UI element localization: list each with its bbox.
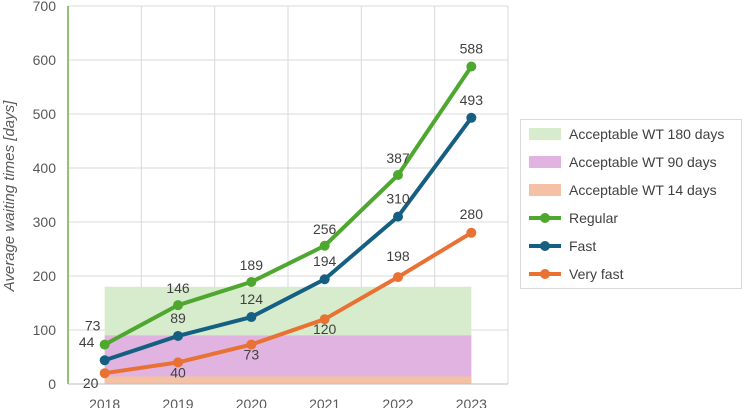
x-tick-label: 2020 [236,396,267,408]
y-tick-label: 400 [33,160,57,176]
legend-swatch-box [529,128,561,140]
data-point-regular [246,276,257,287]
y-tick-label: 300 [33,214,57,230]
legend-label: Acceptable WT 180 days [569,126,725,142]
data-label-fast: 493 [460,92,484,108]
acceptable-bands [104,286,472,384]
legend-item-fast: Fast [529,236,596,256]
legend-swatch-dot [540,241,550,251]
data-label-fast: 89 [170,310,186,326]
data-point-regular [393,170,403,181]
data-label-regular: 588 [460,40,484,56]
data-point-very-fast [466,227,477,238]
data-label-very-fast: 198 [386,248,410,264]
x-tick-label: 2022 [382,396,413,408]
series-line-very-fast [102,230,474,376]
data-label-regular: 387 [386,150,410,166]
data-label-fast: 44 [79,334,95,350]
data-point-regular [466,61,477,72]
legend-swatch-box [529,156,561,168]
data-point-very-fast [393,272,403,283]
data-label-regular: 256 [313,221,337,237]
data-label-very-fast: 280 [460,206,484,222]
legend-label: Acceptable WT 14 days [569,182,717,198]
series-line-regular [102,64,474,347]
legend-item-acceptable-wt-14-days: Acceptable WT 14 days [529,180,717,200]
data-point-fast [246,312,257,323]
legend-label: Very fast [569,266,624,282]
data-labels: 73 146 189 256 387 588 44 89 124 194 310 493 20 40 73 1… [79,40,483,391]
data-label-very-fast: 73 [244,347,260,363]
legend-item-acceptable-wt-180-days: Acceptable WT 180 days [529,124,724,144]
legend-swatch-box [529,184,561,196]
data-point-fast [173,330,183,341]
legend-swatch-line [529,268,561,280]
y-tick-label: 100 [33,322,57,338]
band-acceptable-wt-90-days [104,335,472,384]
data-label-regular: 146 [166,280,190,296]
data-label-very-fast: 120 [313,321,337,337]
data-point-very-fast [319,314,330,325]
legend-item-acceptable-wt-90-days: Acceptable WT 90 days [529,152,717,172]
data-label-regular: 73 [85,318,101,334]
legend-swatch-line [529,240,561,252]
data-point-fast [466,112,477,123]
data-label-fast: 124 [240,291,264,307]
y-axis-title: Average waiting times [days] [1,100,18,292]
x-tick-label: 2019 [162,396,193,408]
legend-label: Regular [569,210,619,226]
data-point-fast [393,211,403,222]
data-label-regular: 189 [240,257,264,273]
data-label-fast: 310 [386,191,410,207]
legend-swatch-dot [540,269,550,279]
chart-legend: Acceptable WT 180 days Acceptable WT 90 d… [520,119,742,289]
x-tick-label: 2018 [89,396,120,408]
data-point-fast [319,274,330,285]
series-lines [99,61,477,379]
legend-swatch-dot [540,213,550,223]
x-tick-label: 2023 [456,396,487,408]
legend-item-regular: Regular [529,208,618,228]
y-tick-label: 200 [33,268,57,284]
data-point-very-fast [99,368,110,379]
data-point-regular [319,240,330,251]
legend-swatch-line [529,212,561,224]
data-point-very-fast [246,339,257,350]
series-line-fast [102,115,474,363]
legend-label: Fast [569,238,597,254]
y-tick-label: 700 [33,0,57,14]
axes: 0 100 200 300 400 500 600 700 2018 2019 2020 2021 20… [33,0,508,408]
band-acceptable-wt-14-days [104,376,472,384]
y-tick-label: 600 [33,52,57,68]
y-tick-label: 500 [33,106,57,122]
x-tick-label: 2021 [309,396,340,408]
data-point-very-fast [173,357,183,368]
data-label-very-fast: 20 [83,375,99,391]
data-point-regular [173,300,183,311]
data-point-regular [99,339,110,350]
y-tick-label: 0 [48,376,56,392]
data-label-fast: 194 [313,253,337,269]
data-label-very-fast: 40 [170,364,186,380]
legend-item-very-fast: Very fast [529,264,623,284]
legend-label: Acceptable WT 90 days [569,154,717,170]
data-point-fast [99,355,110,366]
